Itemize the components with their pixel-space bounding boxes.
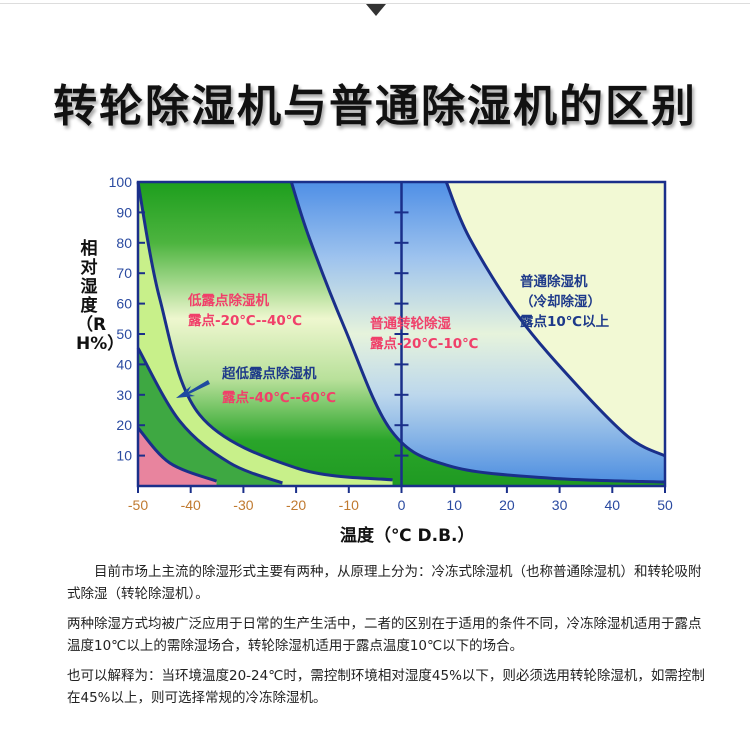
x-tick-label: 20 [499, 497, 515, 513]
arrow-icon [176, 380, 210, 398]
y-tick-label: 70 [116, 265, 132, 281]
paragraph: 也可以解释为：当环境温度20-24℃时，需控制环境相对湿度45%以下，则必须选用… [67, 668, 705, 706]
annotation-line: 低露点除湿机 [188, 293, 269, 309]
annotation-line: （冷却除湿） [520, 294, 601, 310]
y-tick-label: 10 [116, 448, 132, 464]
annotation-line: 露点-20℃--40℃ [188, 313, 303, 329]
x-tick-label: -10 [339, 497, 359, 513]
y-tick-label: 80 [116, 235, 132, 251]
curve-low_dewpoint_boundary [136, 181, 393, 482]
annotation-line: 超低露点除湿机 [222, 366, 317, 382]
annotation-line: 露点-20℃-10℃ [370, 336, 479, 352]
y-tick-label: 40 [116, 356, 132, 372]
annotation-line: 普通转轮除湿 [370, 316, 451, 332]
x-tick-label: -30 [233, 497, 253, 513]
x-axis-label: 温度（℃ D.B.） [340, 526, 475, 546]
curve-lowest_boundary [136, 426, 218, 483]
top-divider [0, 3, 750, 4]
down-triangle-icon [366, 4, 386, 16]
annotation-normal: 普通除湿机 （冷却除湿） 露点10℃以上 [520, 272, 609, 332]
region-lowest [138, 427, 217, 486]
x-tick-label: 0 [398, 497, 406, 513]
annotation-line: 露点-40℃--60℃ [222, 390, 337, 406]
x-tick-label: 30 [552, 497, 568, 513]
annotation-ultra-low-dewpoint: 超低露点除湿机 露点-40℃--60℃ [222, 364, 336, 408]
annotation-line: 露点10℃以上 [520, 314, 610, 330]
x-tick-label: 40 [605, 497, 621, 513]
x-tick-label: -50 [128, 497, 148, 513]
region-low-dewpoint [138, 182, 665, 486]
y-tick-label: 30 [116, 387, 132, 403]
annotation-low-dewpoint: 低露点除湿机 露点-20℃--40℃ [188, 291, 302, 331]
annotation-rotary: 普通转轮除湿 露点-20℃-10℃ [370, 314, 478, 354]
curve-normal_boundary [444, 181, 666, 458]
paragraph: 目前市场上主流的除湿形式主要有两种，从原理上分为：冷冻式除湿机（也称普通除湿机）… [67, 564, 702, 602]
paragraph: 两种除湿方式均被广泛应用于日常的生产生活中，二者的区别在于适用的条件不同，冷冻除… [67, 616, 702, 654]
x-tick-label: -40 [181, 497, 201, 513]
y-tick-label: 90 [116, 204, 132, 220]
y-tick-label: 50 [116, 326, 132, 342]
region-ultra-low-band [138, 347, 283, 486]
y-tick-label: 60 [116, 296, 132, 312]
x-tick-label: 50 [657, 497, 673, 513]
y-axis-label: 相对湿度（RH%） [76, 239, 125, 354]
x-tick-label: 10 [446, 497, 462, 513]
y-tick-label: 20 [116, 417, 132, 433]
page-title: 转轮除湿机与普通除湿机的区别 [53, 81, 697, 132]
y-tick-label: 100 [109, 174, 133, 190]
annotation-line: 普通除湿机 [520, 274, 588, 290]
x-tick-label: -20 [286, 497, 306, 513]
curve-rotary_boundary [289, 181, 666, 484]
curve-ultra_low_boundary [136, 347, 283, 485]
